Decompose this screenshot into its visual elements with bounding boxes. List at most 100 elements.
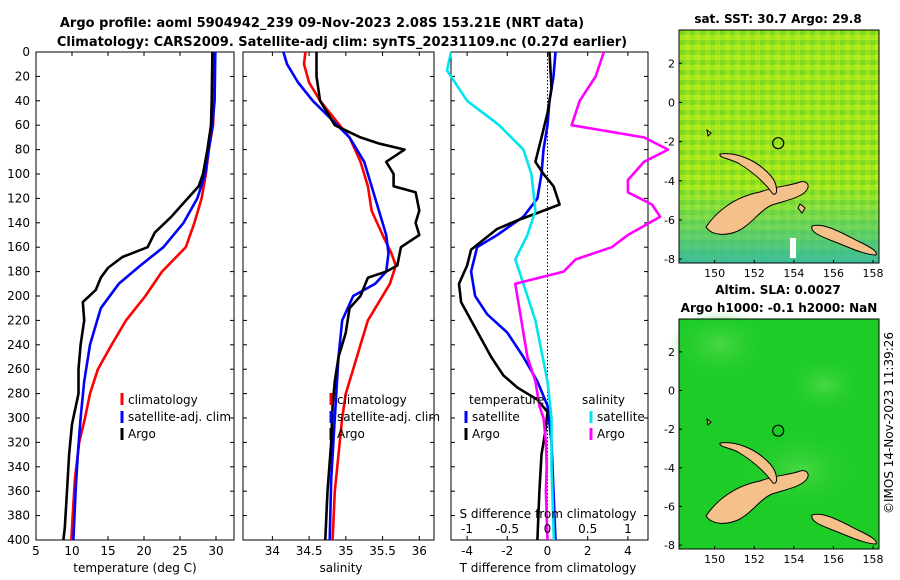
legend-label-t-satellite: satellite [472, 410, 520, 424]
difference-panel: -4 -2 0 2 4 temperature salinity satellite A… [445, 51, 670, 575]
map-y-tick-label: -2 [664, 136, 675, 149]
temperature-ticks: 5 10 15 20 25 3002040608010012014016018020022… [7, 45, 234, 558]
x-tick-label: 15 [100, 544, 115, 558]
new-britain-landmass [705, 470, 809, 524]
y-tick-label: 280 [7, 387, 30, 401]
salinity-panel: 34 34.5 35 35.5 36 climatology satellite-adj… [242, 51, 440, 575]
x-tick-label: 34.5 [296, 544, 323, 558]
salinity-xlabel: salinity [319, 561, 362, 575]
bougainville-landmass [811, 224, 877, 256]
x-tick-label: 35.5 [369, 544, 396, 558]
sst-map-frame [678, 29, 880, 264]
y-tick-label: 180 [7, 265, 30, 279]
float-position-marker [772, 137, 785, 150]
map-x-tick-label: 152 [744, 553, 765, 566]
legend-header-temperature: temperature [469, 393, 544, 407]
y-tick-label: 320 [7, 435, 30, 449]
x-tick-label: 36 [412, 544, 427, 558]
map-x-tick-label: 158 [863, 553, 884, 566]
sla-anomaly [670, 310, 770, 380]
map-x-tick-label: 154 [783, 553, 804, 566]
imos-timestamp: ©IMOS 14-Nov-2023 11:39:26 [882, 332, 896, 514]
map-y-tick-label: 0 [668, 385, 675, 398]
sst-coastline [705, 128, 877, 256]
map-x-tick-label: 150 [704, 553, 725, 566]
new-ireland-landmass [719, 153, 778, 195]
small-islet [797, 203, 806, 214]
map-x-tick-label: 152 [744, 267, 765, 280]
sst-map-ticks: 150 152 154 156 158 2 0 -2 -4 -6 -8 [664, 57, 884, 280]
sla-map-frame [678, 318, 880, 550]
y-tick-label: 200 [7, 289, 30, 303]
legend-label-t-argo: Argo [472, 427, 500, 441]
series-line-s-satellite [445, 51, 556, 541]
difference-xlabel: T difference from climatology [459, 561, 637, 575]
sla-map-ticks: 150 152 154 156 158 2 0 -2 -4 -6 -8 [664, 346, 884, 566]
y-tick-label: 400 [7, 533, 30, 547]
y-tick-label: 300 [7, 411, 30, 425]
sla-map-panel: Altim. SLA: 0.0027 Argo h1000: -0.1 h200… [664, 283, 884, 566]
y-tick-label: 160 [7, 240, 30, 254]
map-y-tick-label: -2 [664, 423, 675, 436]
s-difference-ticks: -1 -0.5 0 0.5 1 [461, 522, 632, 536]
x-tick-label: 10 [64, 544, 79, 558]
y-tick-label: 120 [7, 191, 30, 205]
x-tick-label: 5 [32, 544, 40, 558]
difference-ticks: -4 -2 0 2 4 [451, 51, 648, 558]
y-tick-label: 100 [7, 167, 30, 181]
map-y-tick-label: -6 [664, 500, 675, 513]
sst-missing-pixel [790, 238, 796, 258]
s-tick-label: -1 [461, 522, 473, 536]
legend-label-argo: Argo [337, 427, 365, 441]
figure-title-line2: Climatology: CARS2009. Satellite-adj cli… [57, 35, 627, 50]
x-tick-label: -4 [461, 544, 473, 558]
y-tick-label: 20 [15, 69, 30, 83]
series-line-argo [315, 52, 421, 541]
legend-label-satellite: satellite-adj. clim [337, 410, 440, 424]
temperature-legend: climatology satellite-adj. clim Argo [120, 393, 231, 441]
sla-map-title-1: Altim. SLA: 0.0027 [715, 283, 841, 297]
map-y-tick-label: -4 [664, 175, 675, 188]
map-x-tick-label: 156 [823, 267, 844, 280]
x-tick-label: 34 [265, 544, 280, 558]
sla-coastline [705, 417, 877, 545]
y-tick-label: 80 [15, 143, 30, 157]
y-tick-label: 140 [7, 216, 30, 230]
x-tick-label: 25 [172, 544, 187, 558]
map-x-tick-label: 158 [863, 267, 884, 280]
s-difference-label: S difference from climatology [460, 507, 637, 521]
y-tick-label: 380 [7, 509, 30, 523]
difference-lines [445, 51, 670, 541]
y-tick-label: 240 [7, 338, 30, 352]
map-x-tick-label: 150 [704, 267, 725, 280]
series-line-t-argo [457, 51, 561, 541]
y-tick-label: 340 [7, 460, 30, 474]
difference-legend: temperature salinity satellite Argo sate… [464, 393, 645, 441]
small-islet [706, 417, 712, 427]
legend-label-climatology: climatology [128, 393, 198, 407]
temperature-axes-box [35, 51, 235, 541]
s-tick-label: 1 [624, 522, 632, 536]
y-tick-label: 220 [7, 313, 30, 327]
series-line-s-argo [513, 51, 670, 541]
sst-map-panel: sat. SST: 30.7 Argo: 29.8 150 152 154 156 15… [664, 12, 884, 280]
x-tick-label: -2 [501, 544, 513, 558]
temperature-panel: 5 10 15 20 25 3002040608010012014016018020022… [7, 45, 235, 575]
map-y-tick-label: 2 [668, 57, 675, 70]
series-line-argo [62, 51, 214, 541]
salinity-legend: climatology satellite-adj. clim Argo [329, 393, 440, 441]
series-line-satellite-adj-clim [72, 51, 217, 541]
y-tick-label: 60 [15, 118, 30, 132]
salinity-lines [282, 51, 421, 541]
temperature-lines [62, 51, 217, 541]
map-y-tick-label: -8 [664, 539, 675, 552]
x-tick-label: 4 [624, 544, 632, 558]
difference-axes-box [450, 51, 649, 541]
legend-label-argo: Argo [128, 427, 156, 441]
map-y-tick-label: -6 [664, 214, 675, 227]
y-tick-label: 260 [7, 362, 30, 376]
s-tick-label: 0.5 [578, 522, 597, 536]
temperature-xlabel: temperature (deg C) [73, 561, 196, 575]
series-line-climatology [302, 51, 398, 541]
x-tick-label: 35 [338, 544, 353, 558]
